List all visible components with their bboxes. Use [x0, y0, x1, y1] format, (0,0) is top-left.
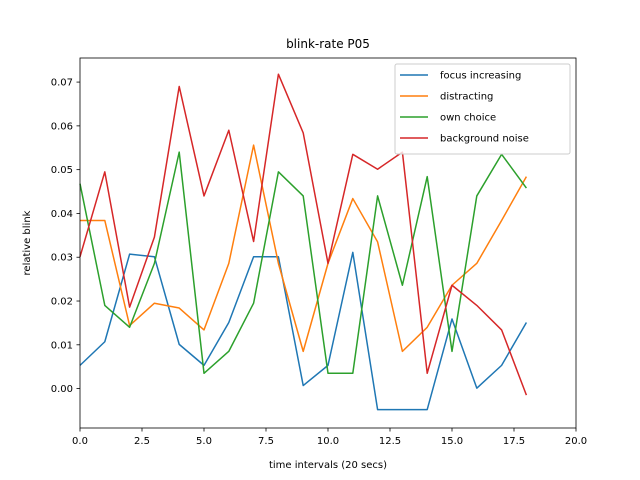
y-tick-label: 0.06	[51, 121, 73, 132]
y-tick-label: 0.00	[51, 384, 73, 395]
y-tick-label: 0.04	[51, 209, 73, 220]
series-line-3	[79, 151, 528, 375]
x-tick-label: 2.5	[134, 436, 150, 447]
x-tick-label: 12.5	[379, 436, 401, 447]
series-line-1	[79, 251, 528, 411]
legend-label-2: distracting	[440, 92, 493, 103]
legend-label-1: focus increasing	[440, 71, 521, 82]
chart-title: blink-rate P05	[286, 37, 370, 51]
plot-lines	[79, 73, 528, 411]
legend-box	[394, 63, 571, 155]
y-tick-label: 0.01	[51, 340, 73, 351]
x-tick-label: 5.0	[196, 436, 212, 447]
x-axis: 0.0 2.5 5.0 7.5 10.0 12.5 15.0 17.5 20.0	[72, 428, 587, 447]
series-line-4	[79, 73, 528, 396]
legend: focus increasing distracting own choice bac…	[394, 63, 571, 155]
y-axis-label: relative blink	[22, 210, 33, 275]
y-axis: 0.00 0.01 0.02 0.03 0.04 0.05 0.06 0.07	[51, 78, 80, 395]
x-axis-label: time intervals (20 secs)	[269, 460, 387, 471]
y-tick-label: 0.07	[51, 78, 73, 89]
y-tick-label: 0.02	[51, 297, 73, 308]
y-tick-label: 0.05	[51, 165, 73, 176]
x-tick-label: 7.5	[258, 436, 274, 447]
legend-label-3: own choice	[440, 113, 496, 124]
x-tick-label: 20.0	[565, 436, 587, 447]
x-tick-label: 10.0	[317, 436, 339, 447]
x-tick-label: 17.5	[503, 436, 525, 447]
x-tick-label: 0.0	[72, 436, 88, 447]
y-tick-label: 0.03	[51, 253, 73, 264]
x-tick-label: 15.0	[441, 436, 463, 447]
legend-label-4: background noise	[440, 134, 529, 145]
